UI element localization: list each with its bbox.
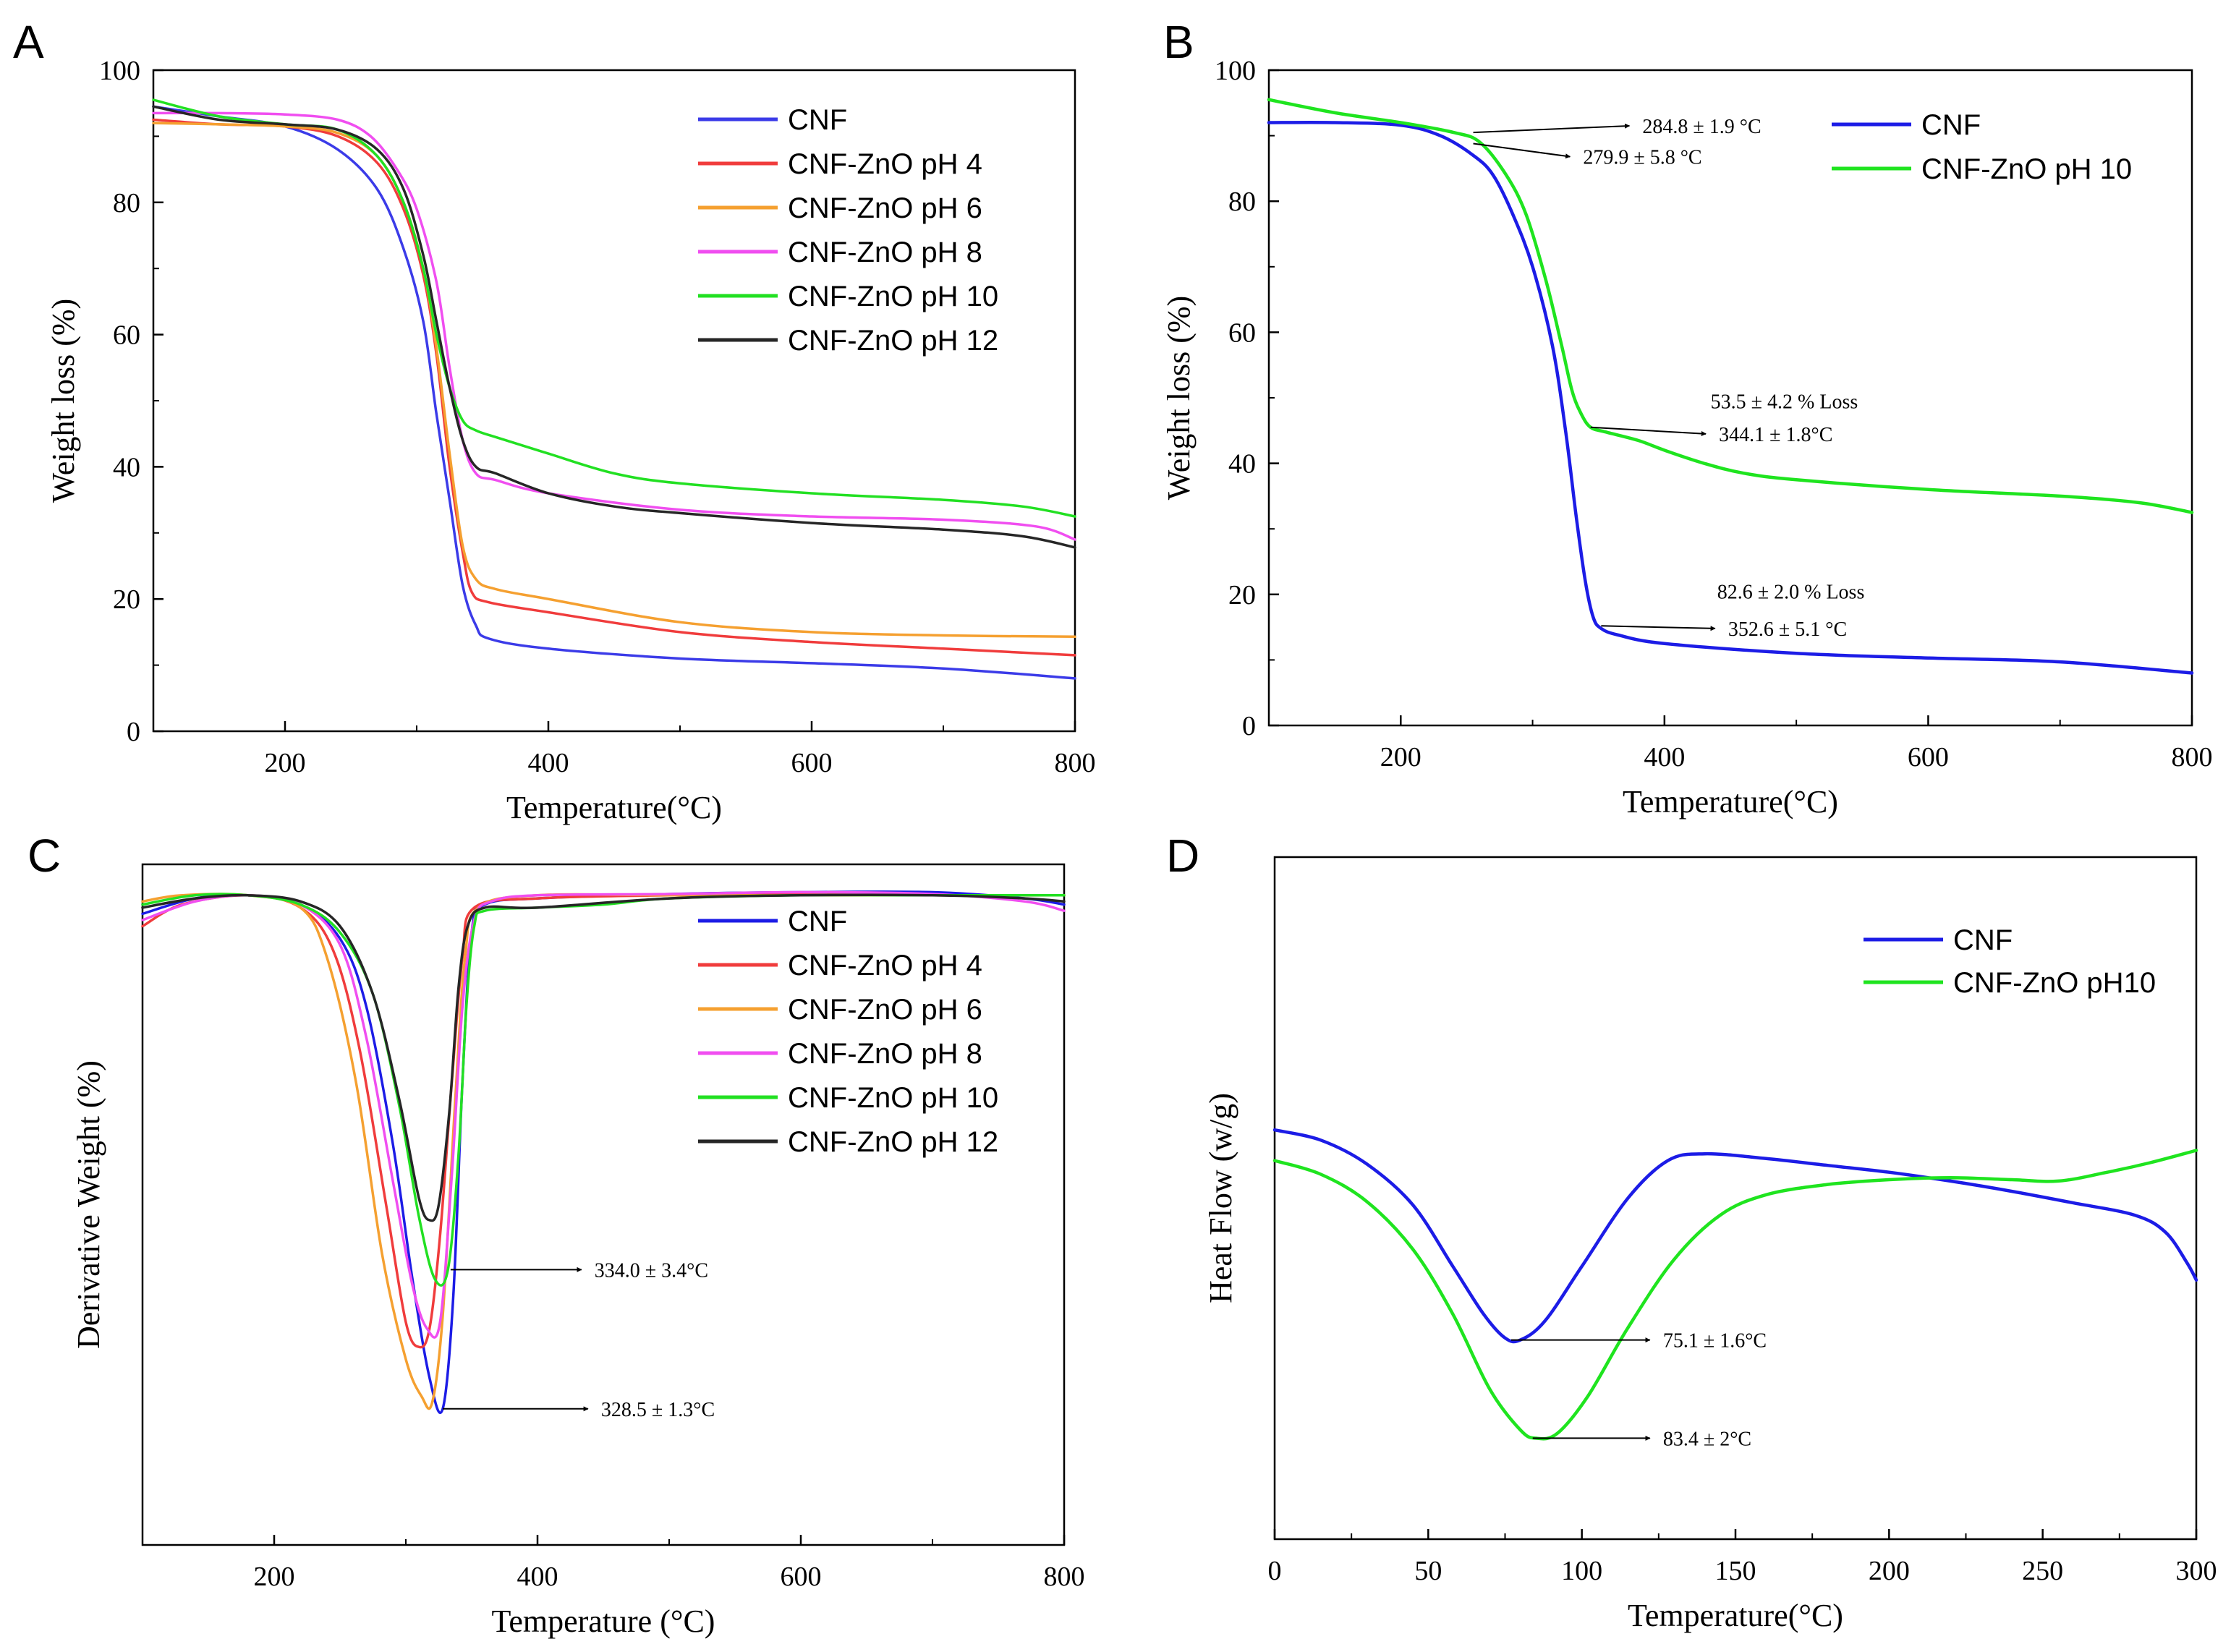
annotation-label: 344.1 ± 1.8°C [1719,424,1832,446]
series-line-cnf-zno-ph-10 [1267,98,2194,514]
annotation-label: 82.6 ± 2.0 % Loss [1717,581,1865,603]
legend: CNF CNF-ZnO pH 4 CNF-ZnO pH 6 CNF-ZnO pH 8 C… [698,104,998,357]
panel-letter: C [27,830,61,882]
y-tick-label: 20 [113,584,140,615]
panel-a: A 200 400 600 800 0 20 40 60 80 100 Temperature(°C)… [13,16,1096,825]
plot-frame [141,863,1066,1546]
y-tick-label: 20 [1228,580,1256,610]
x-tick-label: 300 [2176,1556,2217,1586]
annotation-label: 279.9 ± 5.8 °C [1583,147,1701,169]
legend: CNF CNF-ZnO pH 10 [1832,109,2132,185]
x-axis-title: Temperature(°C) [506,790,722,825]
legend-label: CNF-ZnO pH 10 [1921,153,2132,185]
legend-label: CNF [1953,924,2013,956]
x-tick-label: 800 [1044,1562,1085,1592]
x-tick-label: 150 [1715,1556,1756,1586]
annotation-arrow [1473,123,1631,134]
x-tick-label: 800 [1055,748,1096,778]
x-tick-label: 200 [265,748,306,778]
legend-label: CNF-ZnO pH 10 [788,1082,998,1114]
legend-label: CNF-ZnO pH 4 [788,950,982,982]
x-tick-label: 400 [517,1562,558,1592]
x-tick-label: 50 [1414,1556,1442,1586]
panel-letter: D [1166,830,1199,882]
y-tick-label: 100 [1215,56,1256,86]
series-line-cnf [1267,120,2194,675]
y-tick-label: 0 [1242,711,1256,741]
y-tick-label: 60 [113,320,140,351]
y-axis-title: Derivative Weight (%) [71,1060,106,1349]
annotation-label: 284.8 ± 1.9 °C [1642,116,1761,138]
legend-label: CNF-ZnO pH 6 [788,192,982,224]
legend-label: CNF [788,906,847,937]
x-tick-label: 400 [528,748,569,778]
x-tick-label: 200 [1380,742,1422,772]
y-tick-label: 80 [113,188,140,218]
legend: CNF CNF-ZnO pH10 [1864,924,2156,999]
series-line-cnf-zno-ph10 [1272,1149,2198,1441]
panel-letter: B [1163,16,1194,68]
annotation-label: 328.5 ± 1.3°C [601,1399,715,1421]
series-line-cnf-zno-ph-12 [152,105,1076,549]
y-tick-label: 60 [1228,318,1256,348]
series-line-cnf-zno-ph-8 [141,890,1066,1339]
legend-label: CNF-ZnO pH 12 [788,325,998,357]
x-tick-label: 600 [791,748,833,778]
annotation-label: 334.0 ± 3.4°C [595,1259,708,1282]
legend-label: CNF [788,104,847,136]
annotation-label: 53.5 ± 4.2 % Loss [1711,391,1858,414]
y-tick-label: 80 [1228,187,1256,217]
y-tick-label: 40 [113,452,140,482]
annotation-label: 83.4 ± 2°C [1663,1428,1751,1450]
x-tick-label: 600 [1908,742,1949,772]
panel-letter: A [13,16,44,68]
series-line-cnf-zno-ph-6 [152,122,1076,639]
x-axis-title: Temperature(°C) [1628,1598,1843,1633]
legend-label: CNF-ZnO pH 12 [788,1126,998,1158]
panel-b: B 200 400 600 800 0 20 40 60 80 100 Temperature(°C)… [1161,16,2213,819]
legend-label: CNF-ZnO pH10 [1953,967,2156,999]
x-axis-title: Temperature (°C) [492,1604,715,1639]
x-tick-label: 0 [1268,1556,1282,1586]
annotation-arrow [1601,625,1716,631]
panel-c: C 200 400 600 800 Temperature (°C) Derivative … [27,830,1085,1639]
x-tick-label: 600 [781,1562,822,1592]
annotation-label: 75.1 ± 1.6°C [1663,1330,1767,1353]
legend-label: CNF-ZnO pH 8 [788,237,982,268]
x-tick-label: 100 [1561,1556,1602,1586]
x-tick-label: 400 [1644,742,1685,772]
annotation-label: 352.6 ± 5.1 °C [1728,618,1847,641]
y-tick-label: 100 [99,56,140,86]
y-axis-title: Heat Flow (w/g) [1203,1093,1238,1303]
legend: CNF CNF-ZnO pH 4 CNF-ZnO pH 6 CNF-ZnO pH 8 C… [698,906,998,1158]
y-axis-title: Weight loss (%) [46,299,81,503]
series-line-cnf [152,105,1076,680]
y-axis-title: Weight loss (%) [1161,296,1197,500]
annotation-arrow [1473,142,1571,159]
series-line-cnf-zno-ph-6 [141,893,1066,1410]
x-tick-label: 200 [254,1562,295,1592]
x-tick-label: 200 [1869,1556,1910,1586]
legend-label: CNF-ZnO pH 6 [788,994,982,1026]
series-line-cnf [1272,1128,2198,1344]
y-tick-label: 0 [127,717,140,747]
annotation-arrow [1590,426,1707,436]
legend-label: CNF [1921,109,1981,141]
x-axis-title: Temperature(°C) [1623,784,1838,819]
legend-label: CNF-ZnO pH 8 [788,1038,982,1070]
legend-label: CNF-ZnO pH 10 [788,281,998,312]
x-tick-label: 800 [2172,742,2213,772]
legend-label: CNF-ZnO pH 4 [788,148,982,180]
series-line-cnf-zno-ph-12 [141,893,1066,1222]
y-tick-label: 40 [1228,449,1256,480]
panel-d: D 0 50 100 150 200 250 300 Temperature(°C) Heat F… [1166,830,2217,1633]
x-tick-label: 250 [2022,1556,2063,1586]
